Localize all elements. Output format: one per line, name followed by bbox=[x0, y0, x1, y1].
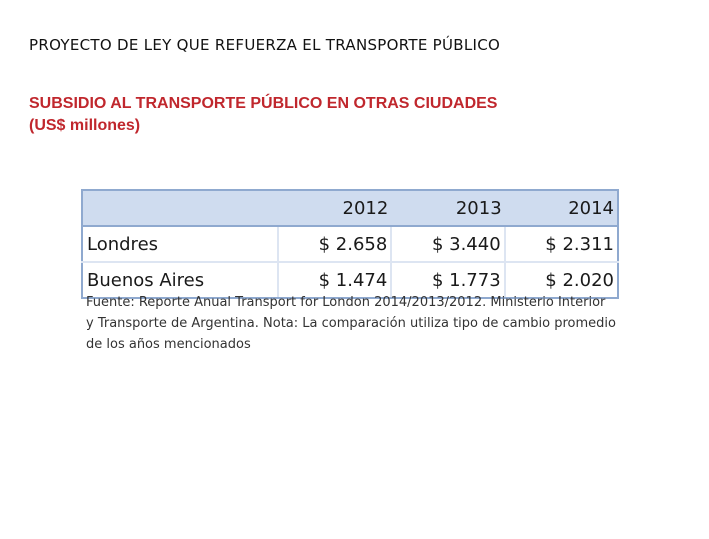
source-note-line-1: Fuente: Reporte Anual Transport for Lond… bbox=[86, 295, 606, 310]
table-row: Buenos Aires $ 1.474 $ 1.773 $ 2.020 bbox=[81, 261, 620, 299]
source-note: Fuente: Reporte Anual Transport for Lond… bbox=[86, 292, 621, 355]
row-label-buenos-aires: Buenos Aires bbox=[81, 261, 279, 299]
table-cell: $ 2.658 bbox=[276, 225, 393, 263]
table-cell: $ 1.773 bbox=[390, 261, 506, 299]
header-cell-2014: 2014 bbox=[504, 189, 620, 227]
header-cell-empty bbox=[81, 189, 278, 227]
chart-subtitle: SUBSIDIO AL TRANSPORTE PÚBLICO EN OTRAS … bbox=[29, 93, 497, 137]
subsidy-table: 2012 2013 2014 Londres $ 2.658 $ 3.440 $… bbox=[81, 189, 620, 299]
subtitle-line-1: SUBSIDIO AL TRANSPORTE PÚBLICO EN OTRAS … bbox=[29, 95, 498, 112]
row-label-londres: Londres bbox=[81, 225, 279, 263]
subsidy-table-container: 2012 2013 2014 Londres $ 2.658 $ 3.440 $… bbox=[81, 189, 620, 299]
source-note-line-3: de los años mencionados bbox=[86, 337, 251, 352]
table-cell: $ 3.440 bbox=[390, 225, 506, 263]
table-row: Londres $ 2.658 $ 3.440 $ 2.311 bbox=[81, 225, 620, 263]
subtitle-unit-line: (US$ millones) bbox=[29, 117, 141, 134]
table-cell: $ 2.020 bbox=[503, 261, 620, 299]
header-cell-2013: 2013 bbox=[391, 189, 505, 227]
source-note-line-2: y Transporte de Argentina. Nota: La comp… bbox=[86, 316, 616, 331]
header-cell-2012: 2012 bbox=[278, 189, 392, 227]
table-cell: $ 2.311 bbox=[503, 225, 620, 263]
table-cell: $ 1.474 bbox=[276, 261, 393, 299]
table-header-row: 2012 2013 2014 bbox=[81, 189, 620, 227]
page-title: PROYECTO DE LEY QUE REFUERZA EL TRANSPOR… bbox=[29, 36, 501, 54]
